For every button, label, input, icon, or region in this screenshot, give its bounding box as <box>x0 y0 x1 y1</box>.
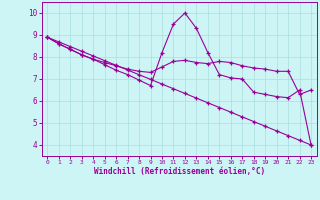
X-axis label: Windchill (Refroidissement éolien,°C): Windchill (Refroidissement éolien,°C) <box>94 167 265 176</box>
